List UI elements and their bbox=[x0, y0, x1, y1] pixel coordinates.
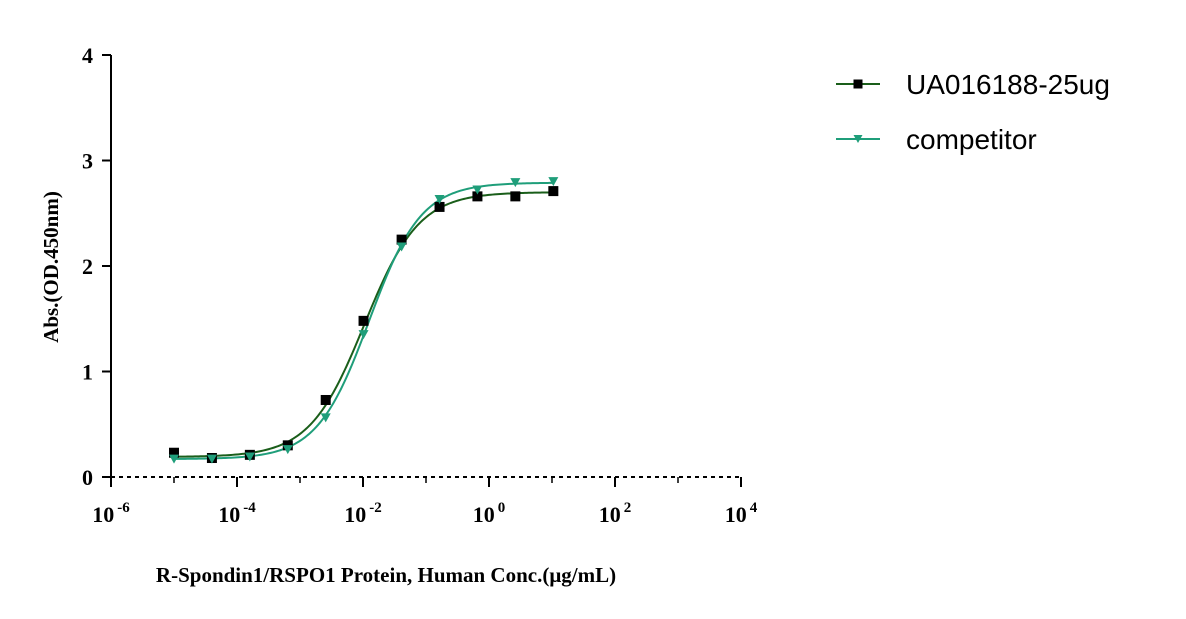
x-tick-label: 10 2 bbox=[599, 500, 632, 527]
axes bbox=[110, 55, 741, 478]
data-point-triangle bbox=[396, 242, 407, 252]
data-point-square bbox=[358, 315, 369, 326]
data-point-square bbox=[434, 201, 445, 212]
data-point-square bbox=[396, 234, 407, 245]
y-tick-label: 0 bbox=[82, 465, 93, 490]
data-point-triangle bbox=[206, 454, 217, 464]
data-point-triangle bbox=[434, 195, 445, 205]
x-axis-label: R-Spondin1/RSPO1 Protein, Human Conc.(μg… bbox=[156, 563, 616, 587]
x-tick-label: 10 -2 bbox=[344, 500, 382, 527]
data-point-triangle bbox=[244, 452, 255, 462]
data-point-triangle bbox=[548, 177, 559, 187]
data-point-triangle bbox=[853, 134, 863, 144]
data-point-triangle bbox=[510, 178, 521, 188]
data-points bbox=[169, 177, 559, 464]
x-tick-label: 10 0 bbox=[473, 500, 506, 527]
data-point-triangle bbox=[472, 185, 483, 195]
fit-curve bbox=[173, 191, 554, 458]
x-tick-label: 10 4 bbox=[725, 500, 758, 527]
y-tick-label: 2 bbox=[82, 254, 93, 279]
data-point-triangle bbox=[282, 445, 293, 455]
data-point-triangle bbox=[169, 454, 179, 464]
data-point-square bbox=[472, 191, 483, 202]
data-point-square bbox=[169, 447, 179, 458]
ticks: 0 1 2 3 4 10 -6 10 -4 10 -2 10 0 10 2 10 4 bbox=[82, 43, 758, 527]
data-point-triangle bbox=[358, 330, 369, 340]
data-point-square bbox=[510, 191, 521, 202]
y-tick-label: 4 bbox=[82, 43, 93, 68]
data-point-square bbox=[548, 186, 559, 197]
legend: UA016188-25ug competitor bbox=[836, 69, 1110, 155]
y-axis-label: Abs.(OD.450nm) bbox=[39, 191, 63, 343]
data-point-square bbox=[320, 394, 331, 405]
x-tick-label: 10 -4 bbox=[218, 500, 256, 527]
legend-label: competitor bbox=[906, 124, 1037, 155]
y-tick-label: 3 bbox=[82, 149, 93, 174]
data-point-square bbox=[853, 79, 863, 89]
y-tick-label: 1 bbox=[82, 360, 93, 385]
x-tick-label: 10 -6 bbox=[92, 500, 130, 527]
legend-label: UA016188-25ug bbox=[906, 69, 1110, 100]
data-point-triangle bbox=[320, 413, 331, 423]
